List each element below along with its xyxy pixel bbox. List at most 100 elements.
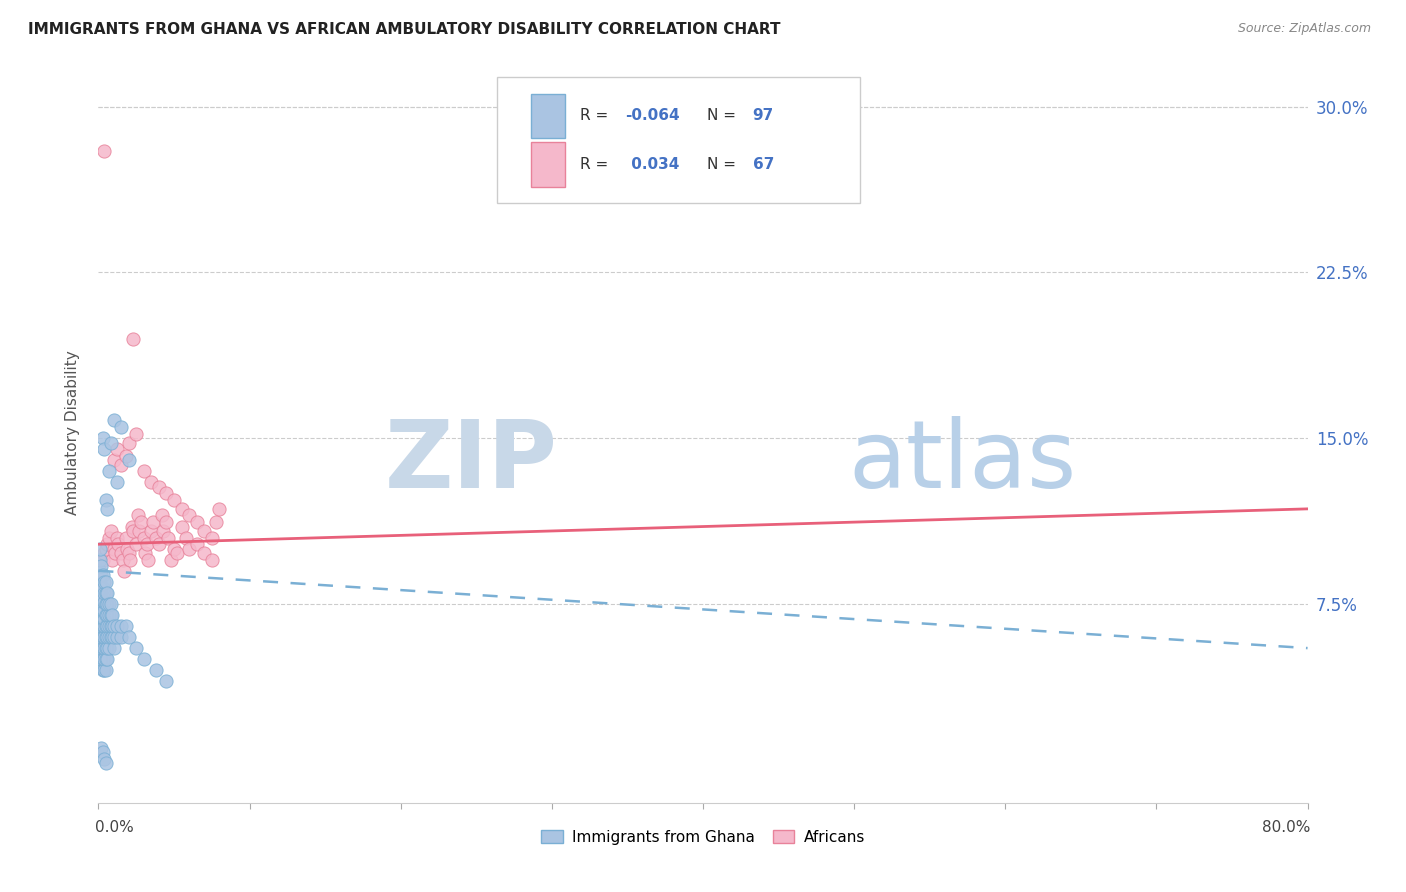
Point <box>103 413 125 427</box>
Point <box>89 652 111 666</box>
Point <box>91 603 114 617</box>
Point <box>100 435 122 450</box>
Point <box>103 630 125 644</box>
Point <box>129 515 152 529</box>
Point <box>110 619 132 633</box>
Point <box>125 426 148 441</box>
Point <box>208 501 231 516</box>
Point <box>156 531 179 545</box>
Point <box>114 619 136 633</box>
Point <box>114 449 136 463</box>
Point <box>90 591 112 605</box>
Point <box>110 630 132 644</box>
Point <box>94 574 117 589</box>
Point <box>160 552 183 566</box>
Text: 67: 67 <box>752 157 773 172</box>
Point <box>96 597 118 611</box>
Point <box>89 630 111 644</box>
Point <box>145 531 167 545</box>
Point <box>103 619 125 633</box>
Point <box>104 546 127 560</box>
Point <box>96 641 118 656</box>
Point <box>93 663 115 677</box>
Point <box>93 595 115 609</box>
Point <box>155 515 177 529</box>
Text: 97: 97 <box>752 108 773 123</box>
Point <box>174 531 197 545</box>
Point <box>125 641 148 656</box>
Point <box>94 586 117 600</box>
Point <box>93 641 115 656</box>
Point <box>103 541 125 556</box>
Point <box>193 524 215 538</box>
Point <box>179 541 201 556</box>
Point <box>170 501 193 516</box>
FancyBboxPatch shape <box>531 143 565 186</box>
Point <box>91 568 114 582</box>
Point <box>90 559 112 574</box>
Point <box>179 508 201 523</box>
Point <box>155 674 177 689</box>
Point <box>141 524 163 538</box>
Point <box>98 630 121 644</box>
Point <box>98 531 121 545</box>
Point <box>118 546 141 560</box>
FancyBboxPatch shape <box>531 94 565 138</box>
Point <box>93 546 115 560</box>
Point <box>93 630 115 644</box>
Point <box>91 582 114 596</box>
Point <box>148 537 170 551</box>
Point <box>89 619 111 633</box>
Point <box>90 582 112 596</box>
Point <box>90 740 112 755</box>
Text: 0.034: 0.034 <box>626 157 679 172</box>
Point <box>93 144 115 158</box>
Point <box>142 515 165 529</box>
Point <box>89 607 111 622</box>
FancyBboxPatch shape <box>498 78 860 203</box>
Text: IMMIGRANTS FROM GHANA VS AFRICAN AMBULATORY DISABILITY CORRELATION CHART: IMMIGRANTS FROM GHANA VS AFRICAN AMBULAT… <box>28 22 780 37</box>
Point <box>93 652 115 666</box>
Point <box>122 332 145 346</box>
Text: R =: R = <box>579 108 613 123</box>
Point <box>90 568 112 582</box>
Point <box>103 453 125 467</box>
Point <box>105 619 128 633</box>
Point <box>91 591 114 605</box>
Point <box>93 574 115 589</box>
Point <box>101 552 124 566</box>
Point <box>90 630 112 644</box>
Point <box>91 641 114 656</box>
Point <box>122 524 145 538</box>
Point <box>136 552 159 566</box>
Point <box>105 442 128 457</box>
Point <box>89 552 111 566</box>
Point <box>93 612 115 626</box>
Point <box>201 552 224 566</box>
Point <box>103 641 125 656</box>
Point <box>91 612 114 626</box>
Point <box>94 630 117 644</box>
Point <box>110 458 132 472</box>
Point <box>118 630 141 644</box>
Point <box>141 475 163 490</box>
Point <box>93 442 115 457</box>
Text: R =: R = <box>579 157 613 172</box>
Text: atlas: atlas <box>848 417 1077 508</box>
Point <box>100 524 122 538</box>
Point <box>118 435 141 450</box>
Text: 0.0%: 0.0% <box>96 821 134 836</box>
Point <box>98 619 121 633</box>
Text: Source: ZipAtlas.com: Source: ZipAtlas.com <box>1237 22 1371 36</box>
Point <box>98 607 121 622</box>
Point <box>90 641 112 656</box>
Point <box>186 537 208 551</box>
Point <box>205 515 228 529</box>
Point <box>94 597 117 611</box>
Point <box>94 541 117 556</box>
Point <box>163 541 186 556</box>
Point <box>121 519 143 533</box>
Point <box>94 652 117 666</box>
Point <box>186 515 208 529</box>
Point <box>91 619 114 633</box>
